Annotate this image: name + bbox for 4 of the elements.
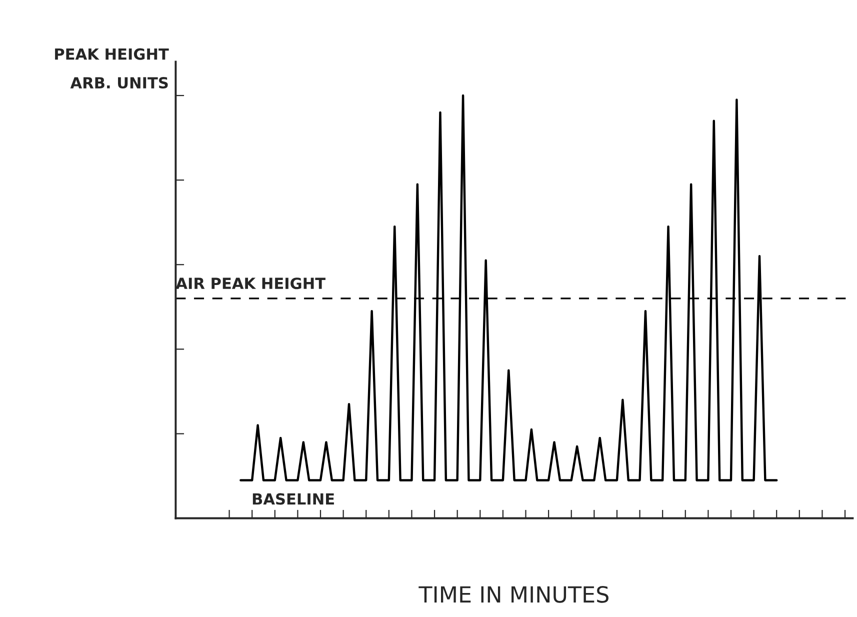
ref-line-label: AIR PEAK HEIGHT <box>176 278 326 290</box>
y-axis-title: PEAK HEIGHT ARB. UNITS <box>55 48 169 89</box>
x-axis-title: TIME IN MINUTES <box>418 586 608 603</box>
annotation: BASELINE <box>252 493 334 505</box>
